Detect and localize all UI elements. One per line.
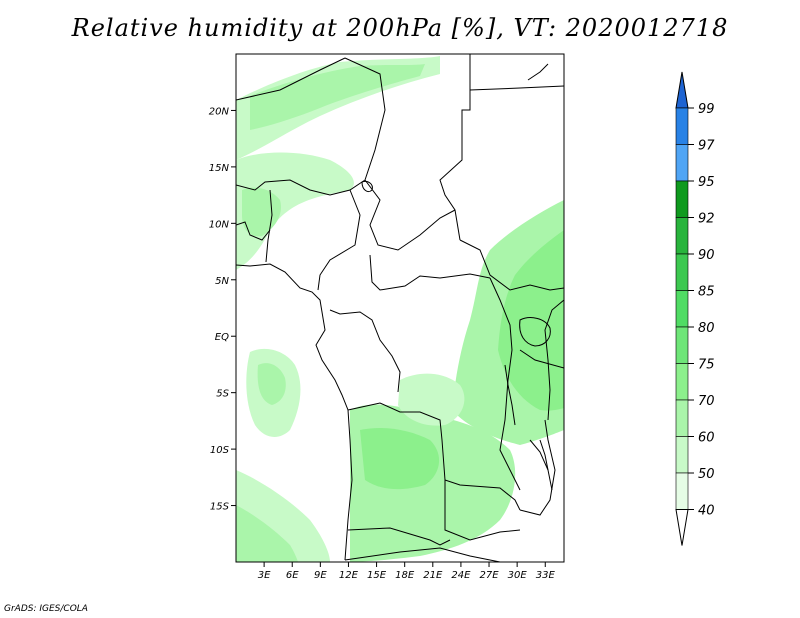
lon-tick-label: 3E [258,570,271,581]
border-angola [347,402,521,511]
lat-tick-label: 5N [215,276,229,287]
latitude-axis: 20N 15N 10N 5N EQ 5S 10S 15S [209,106,236,513]
border-east-coast [544,299,564,421]
colorbar-top-arrow [675,71,689,109]
lat-tick-label: 5S [216,389,229,400]
border-libya [344,57,386,181]
map-title: Relative humidity at 200hPa [%], VT: 202… [71,14,729,42]
lon-tick-label: 30E [508,570,528,581]
humidity-region-south-central [398,373,465,426]
lon-tick-label: 9E [314,570,327,581]
border-nigeria-cameroon [317,189,361,291]
border-west-africa-2 [265,189,273,263]
colorbar-segment [675,217,689,255]
colorbar-segment [675,363,689,401]
lon-tick-label: 6E [286,570,299,581]
humidity-region-south-core [360,428,440,490]
border-west-africa-1 [236,221,271,241]
lake-victoria [519,317,551,347]
colorbar-label: 90 [698,248,715,263]
border-south-sudan [459,239,564,291]
colorbar-segment [675,290,689,328]
colorbar-segment [675,180,689,218]
grads-credit: GrADS: IGES/COLA [4,604,88,614]
colorbar-label: 40 [698,504,715,519]
border-namibia [347,527,451,546]
border-car [369,254,491,291]
colorbar-label: 97 [698,139,715,154]
longitude-axis: 3E 6E 9E 12E 15E 18E 21E 24E 27E 30E 33E [258,562,556,581]
colorbar-label: 85 [698,285,715,300]
lon-tick-label: 12E [339,570,359,581]
border-red-sea [469,85,564,91]
colorbar-segment [675,472,689,510]
colorbar-label: 99 [698,102,715,117]
colorbar-label: 50 [698,467,715,482]
colorbar-segment [675,436,689,474]
border-egypt-sudan [439,54,471,241]
border-malawi [529,439,553,491]
colorbar: 99 97 95 92 90 85 80 75 70 60 50 40 [675,71,715,546]
colorbar-segment [675,253,689,291]
colorbar-segment [675,326,689,364]
colorbar-label: 92 [698,212,715,227]
colorbar-label: 75 [698,358,715,373]
lat-tick-label: 20N [209,106,230,117]
colorbar-bottom-arrow [675,509,689,546]
plot-frame [235,53,565,563]
humidity-region-north-core [250,64,425,130]
border-sinai [527,63,549,81]
lon-tick-label: 33E [536,570,556,581]
border-mozambique [519,419,556,516]
lakes [361,181,551,471]
humidity-region-east-core [498,230,564,411]
humidity-shading [236,56,564,562]
lake-chad [361,181,373,193]
lat-tick-label: EQ [215,332,229,343]
lake-malawi [539,439,549,471]
colorbar-segment [675,144,689,182]
border-sahel [236,179,366,196]
border-south-africa [344,547,501,562]
colorbar-label: 60 [698,431,715,446]
lat-tick-label: 15S [210,502,230,513]
border-algeria-niger [236,57,346,101]
lon-tick-label: 24E [451,570,471,581]
colorbar-label: 95 [698,175,715,190]
lon-tick-label: 21E [423,570,443,581]
colorbar-label: 70 [698,394,715,409]
lat-tick-label: 10S [210,445,230,456]
colorbar-segment [675,107,689,145]
border-chad-sudan [364,179,456,251]
colorbar-segment [675,399,689,437]
lon-tick-label: 27E [480,570,500,581]
lon-tick-label: 15E [367,570,387,581]
lon-tick-label: 18E [395,570,415,581]
border-zambia [444,480,521,541]
country-borders [236,54,564,562]
lake-tanganyika [504,364,516,426]
border-congo [329,309,401,393]
humidity-region-southwest-core [236,505,298,562]
humidity-region-atlantic-core [257,363,286,405]
border-drc-east [489,277,521,491]
coastline [236,263,353,561]
colorbar-label: 80 [698,321,715,336]
lat-tick-label: 10N [209,219,230,230]
border-kenya-tanzania [519,349,564,369]
lat-tick-label: 15N [209,163,230,174]
